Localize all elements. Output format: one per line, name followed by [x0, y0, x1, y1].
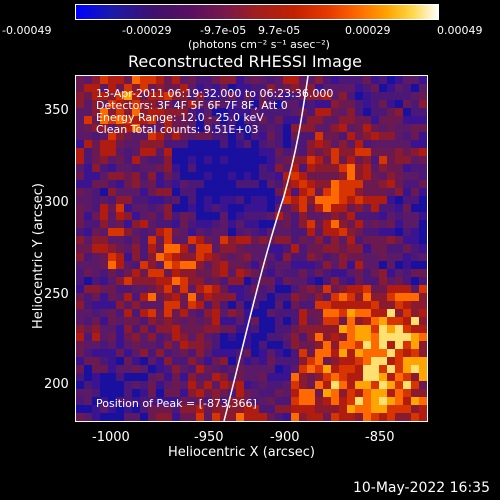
- info-detectors: Detectors: 3F 4F 5F 6F 7F 8F, Att 0: [96, 99, 288, 112]
- colorbar-tick-labels: -0.00049 -0.00029 -9.7e-05 9.7e-05 0.000…: [0, 25, 500, 39]
- colorbar-tick: 0.00049: [437, 24, 483, 37]
- y-tick-label: 300: [44, 195, 69, 210]
- y-axis-label: Heliocentric Y (arcsec): [31, 183, 46, 329]
- x-axis-label: Heliocentric X (arcsec): [168, 445, 315, 460]
- flux-map: [76, 76, 427, 421]
- colorbar-tick: 0.00029: [345, 24, 391, 37]
- colorbar-tick: 9.7e-05: [258, 24, 301, 37]
- x-tick-label: -850: [365, 430, 395, 445]
- info-energy: Energy Range: 12.0 - 25.0 keV: [96, 111, 264, 124]
- timestamp: 10-May-2022 16:35: [352, 480, 490, 496]
- info-peak: Position of Peak = [-873,366]: [96, 397, 257, 410]
- colorbar: [75, 4, 439, 20]
- colorbar-tick: -9.7e-05: [200, 24, 247, 37]
- x-tick-label: -950: [194, 430, 224, 445]
- colorbar-unit: (photons cm⁻² s⁻¹ asec⁻²): [188, 38, 330, 51]
- info-clean: Clean Total counts: 9.51E+03: [96, 123, 259, 136]
- y-tick-label: 200: [44, 377, 69, 392]
- image-plot: 13-Apr-2011 06:19:32.000 to 06:23:36.000…: [75, 75, 428, 422]
- y-tick-label: 350: [44, 103, 69, 118]
- x-tick-label: -900: [270, 430, 300, 445]
- image-title: Reconstructed RHESSI Image: [128, 52, 362, 71]
- info-time: 13-Apr-2011 06:19:32.000 to 06:23:36.000: [96, 87, 334, 100]
- x-tick-label: -1000: [92, 430, 130, 445]
- colorbar-tick: -0.00029: [122, 24, 172, 37]
- colorbar-tick: -0.00049: [2, 24, 52, 37]
- limb-line: [223, 76, 309, 421]
- solar-limb-curve: [223, 76, 309, 421]
- y-tick-label: 250: [44, 287, 69, 302]
